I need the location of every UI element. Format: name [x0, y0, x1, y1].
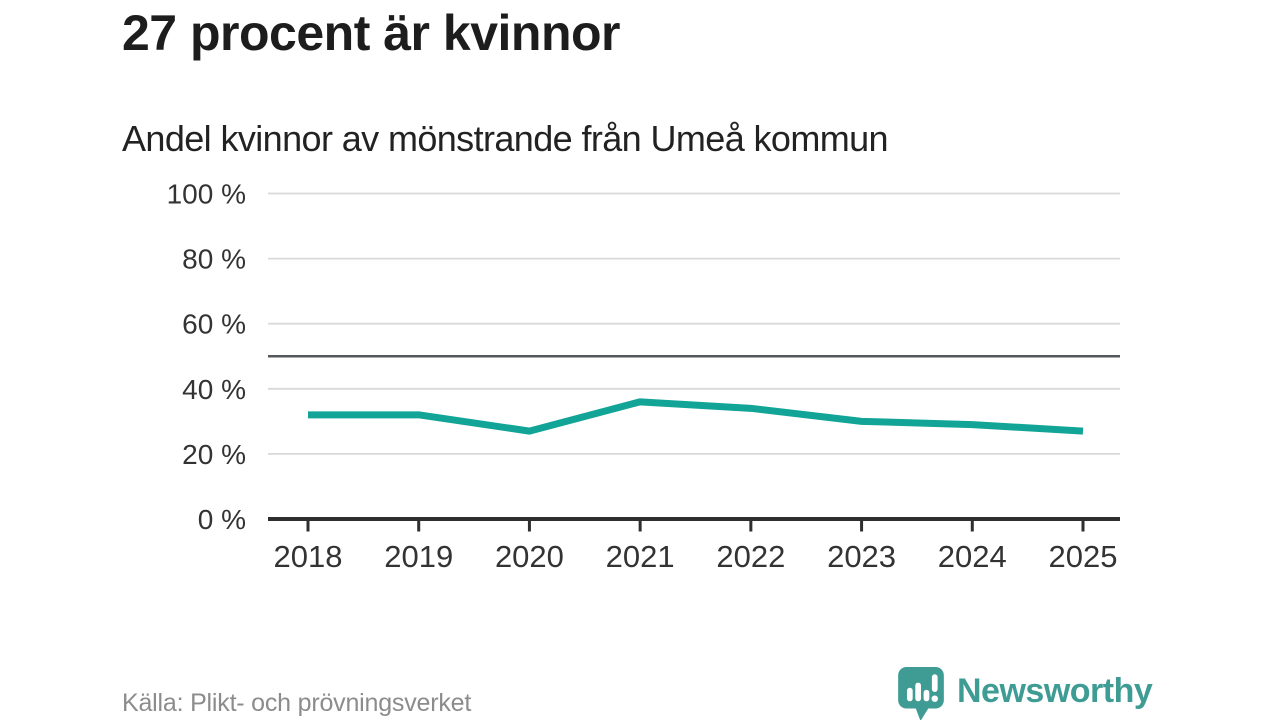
newsworthy-chart-bubble-icon [898, 667, 944, 720]
x-tick-label: 2023 [827, 539, 896, 574]
chart-title: 27 procent är kvinnor [122, 5, 621, 61]
x-tick-label: 2021 [606, 539, 675, 574]
x-tick-label: 2018 [274, 539, 343, 574]
y-tick-label: 40 % [182, 374, 246, 405]
newsworthy-wordmark: Newsworthy [957, 672, 1153, 710]
chart-subtitle: Andel kvinnor av mönstrande från Umeå ko… [122, 118, 889, 159]
newsworthy-logo: Newsworthy [898, 664, 1153, 720]
x-tick-label: 2019 [384, 539, 453, 574]
x-tick-label: 2022 [716, 539, 785, 574]
x-tick-label: 2024 [938, 539, 1007, 574]
y-tick-label: 60 % [182, 309, 246, 340]
x-tick-label: 2025 [1049, 539, 1118, 574]
y-tick-label: 20 % [182, 439, 246, 470]
data-line-andel-kvinnor [308, 398, 1084, 435]
y-tick-label: 80 % [182, 244, 246, 275]
x-tick-label: 2020 [495, 539, 564, 574]
source-note: Källa: Plikt- och prövningsverket [122, 689, 472, 717]
y-tick-label: 100 % [167, 179, 246, 210]
y-tick-label: 0 % [198, 504, 246, 535]
